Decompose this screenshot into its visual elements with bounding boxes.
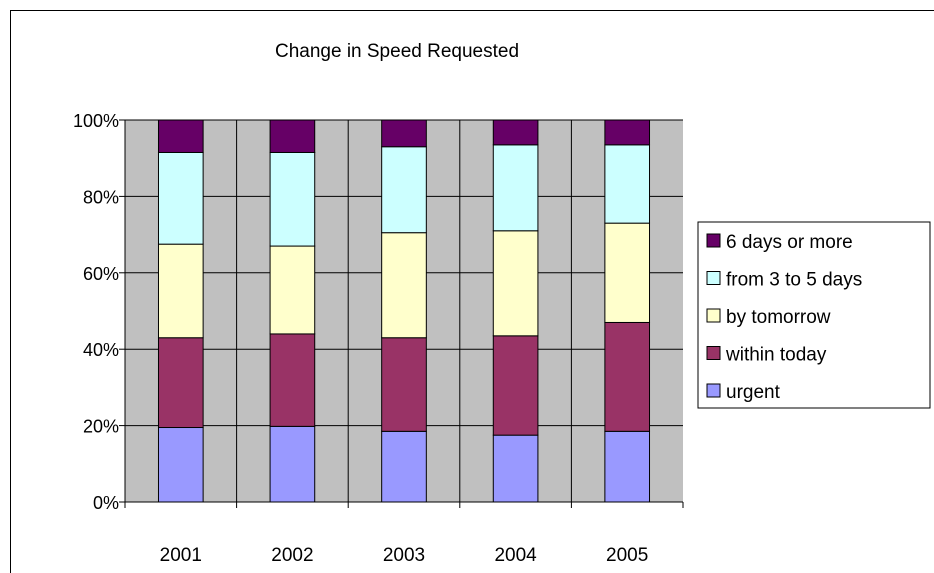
legend-label: within today bbox=[725, 345, 827, 366]
bar-segment bbox=[381, 430, 427, 503]
x-tick-label: 2003 bbox=[383, 545, 425, 566]
bar-segment bbox=[157, 337, 204, 429]
x-tick-label: 2001 bbox=[160, 545, 202, 566]
bar-segment bbox=[269, 245, 316, 335]
bar-segment bbox=[604, 430, 651, 503]
bar-segment bbox=[381, 232, 427, 339]
legend-swatch bbox=[706, 346, 721, 360]
y-tick-label: 60% bbox=[83, 264, 119, 284]
bar-segment bbox=[157, 243, 204, 339]
legend-label: from 3 to 5 days bbox=[726, 270, 862, 291]
bar-segment bbox=[269, 119, 316, 153]
bar-segment bbox=[604, 222, 651, 323]
legend-label: by tomorrow bbox=[726, 307, 831, 328]
y-tick-label: 100% bbox=[73, 111, 119, 131]
bar-segment bbox=[157, 151, 204, 245]
y-tick-label: 80% bbox=[83, 187, 119, 207]
axes bbox=[119, 119, 684, 508]
legend: 6 days or more from 3 to 5 days by tomorro… bbox=[697, 221, 931, 409]
bar-segment bbox=[381, 337, 427, 432]
bar-segment bbox=[157, 119, 204, 153]
legend-label: urgent bbox=[726, 382, 781, 403]
bar-segment bbox=[381, 119, 427, 148]
bar-segment bbox=[604, 144, 651, 224]
chart-title: Change in Speed Requested bbox=[275, 41, 519, 62]
bar-segment bbox=[381, 146, 427, 234]
bar-segment bbox=[157, 427, 204, 503]
legend-swatch bbox=[706, 308, 721, 323]
legend-swatch bbox=[706, 233, 721, 248]
bar-segment bbox=[492, 119, 539, 146]
y-tick-label: 40% bbox=[83, 340, 119, 360]
x-axis-labels: 2001 2002 2003 2004 2005 bbox=[160, 545, 649, 566]
legend-box bbox=[697, 221, 931, 409]
y-axis-labels: 0% 20% 40% 60% 80% 100% bbox=[73, 111, 119, 513]
x-tick-label: 2004 bbox=[494, 545, 537, 566]
legend-swatch bbox=[706, 383, 721, 398]
legend-swatch bbox=[706, 271, 721, 285]
y-tick-label: 20% bbox=[83, 417, 119, 437]
y-tick-label: 0% bbox=[93, 493, 119, 513]
bar-segment bbox=[604, 119, 651, 146]
bar-segment bbox=[269, 333, 316, 427]
bars bbox=[157, 119, 651, 503]
x-tick-label: 2002 bbox=[271, 545, 313, 566]
bar-segment bbox=[269, 425, 316, 503]
bar-segment bbox=[492, 230, 539, 337]
x-tick-label: 2005 bbox=[606, 545, 648, 566]
bar-segment bbox=[492, 434, 539, 503]
bar-segment bbox=[492, 335, 539, 436]
bar-segment bbox=[269, 151, 316, 247]
bar-segment bbox=[492, 144, 539, 232]
legend-label: 6 days or more bbox=[726, 232, 853, 253]
bar-segment bbox=[604, 321, 651, 432]
